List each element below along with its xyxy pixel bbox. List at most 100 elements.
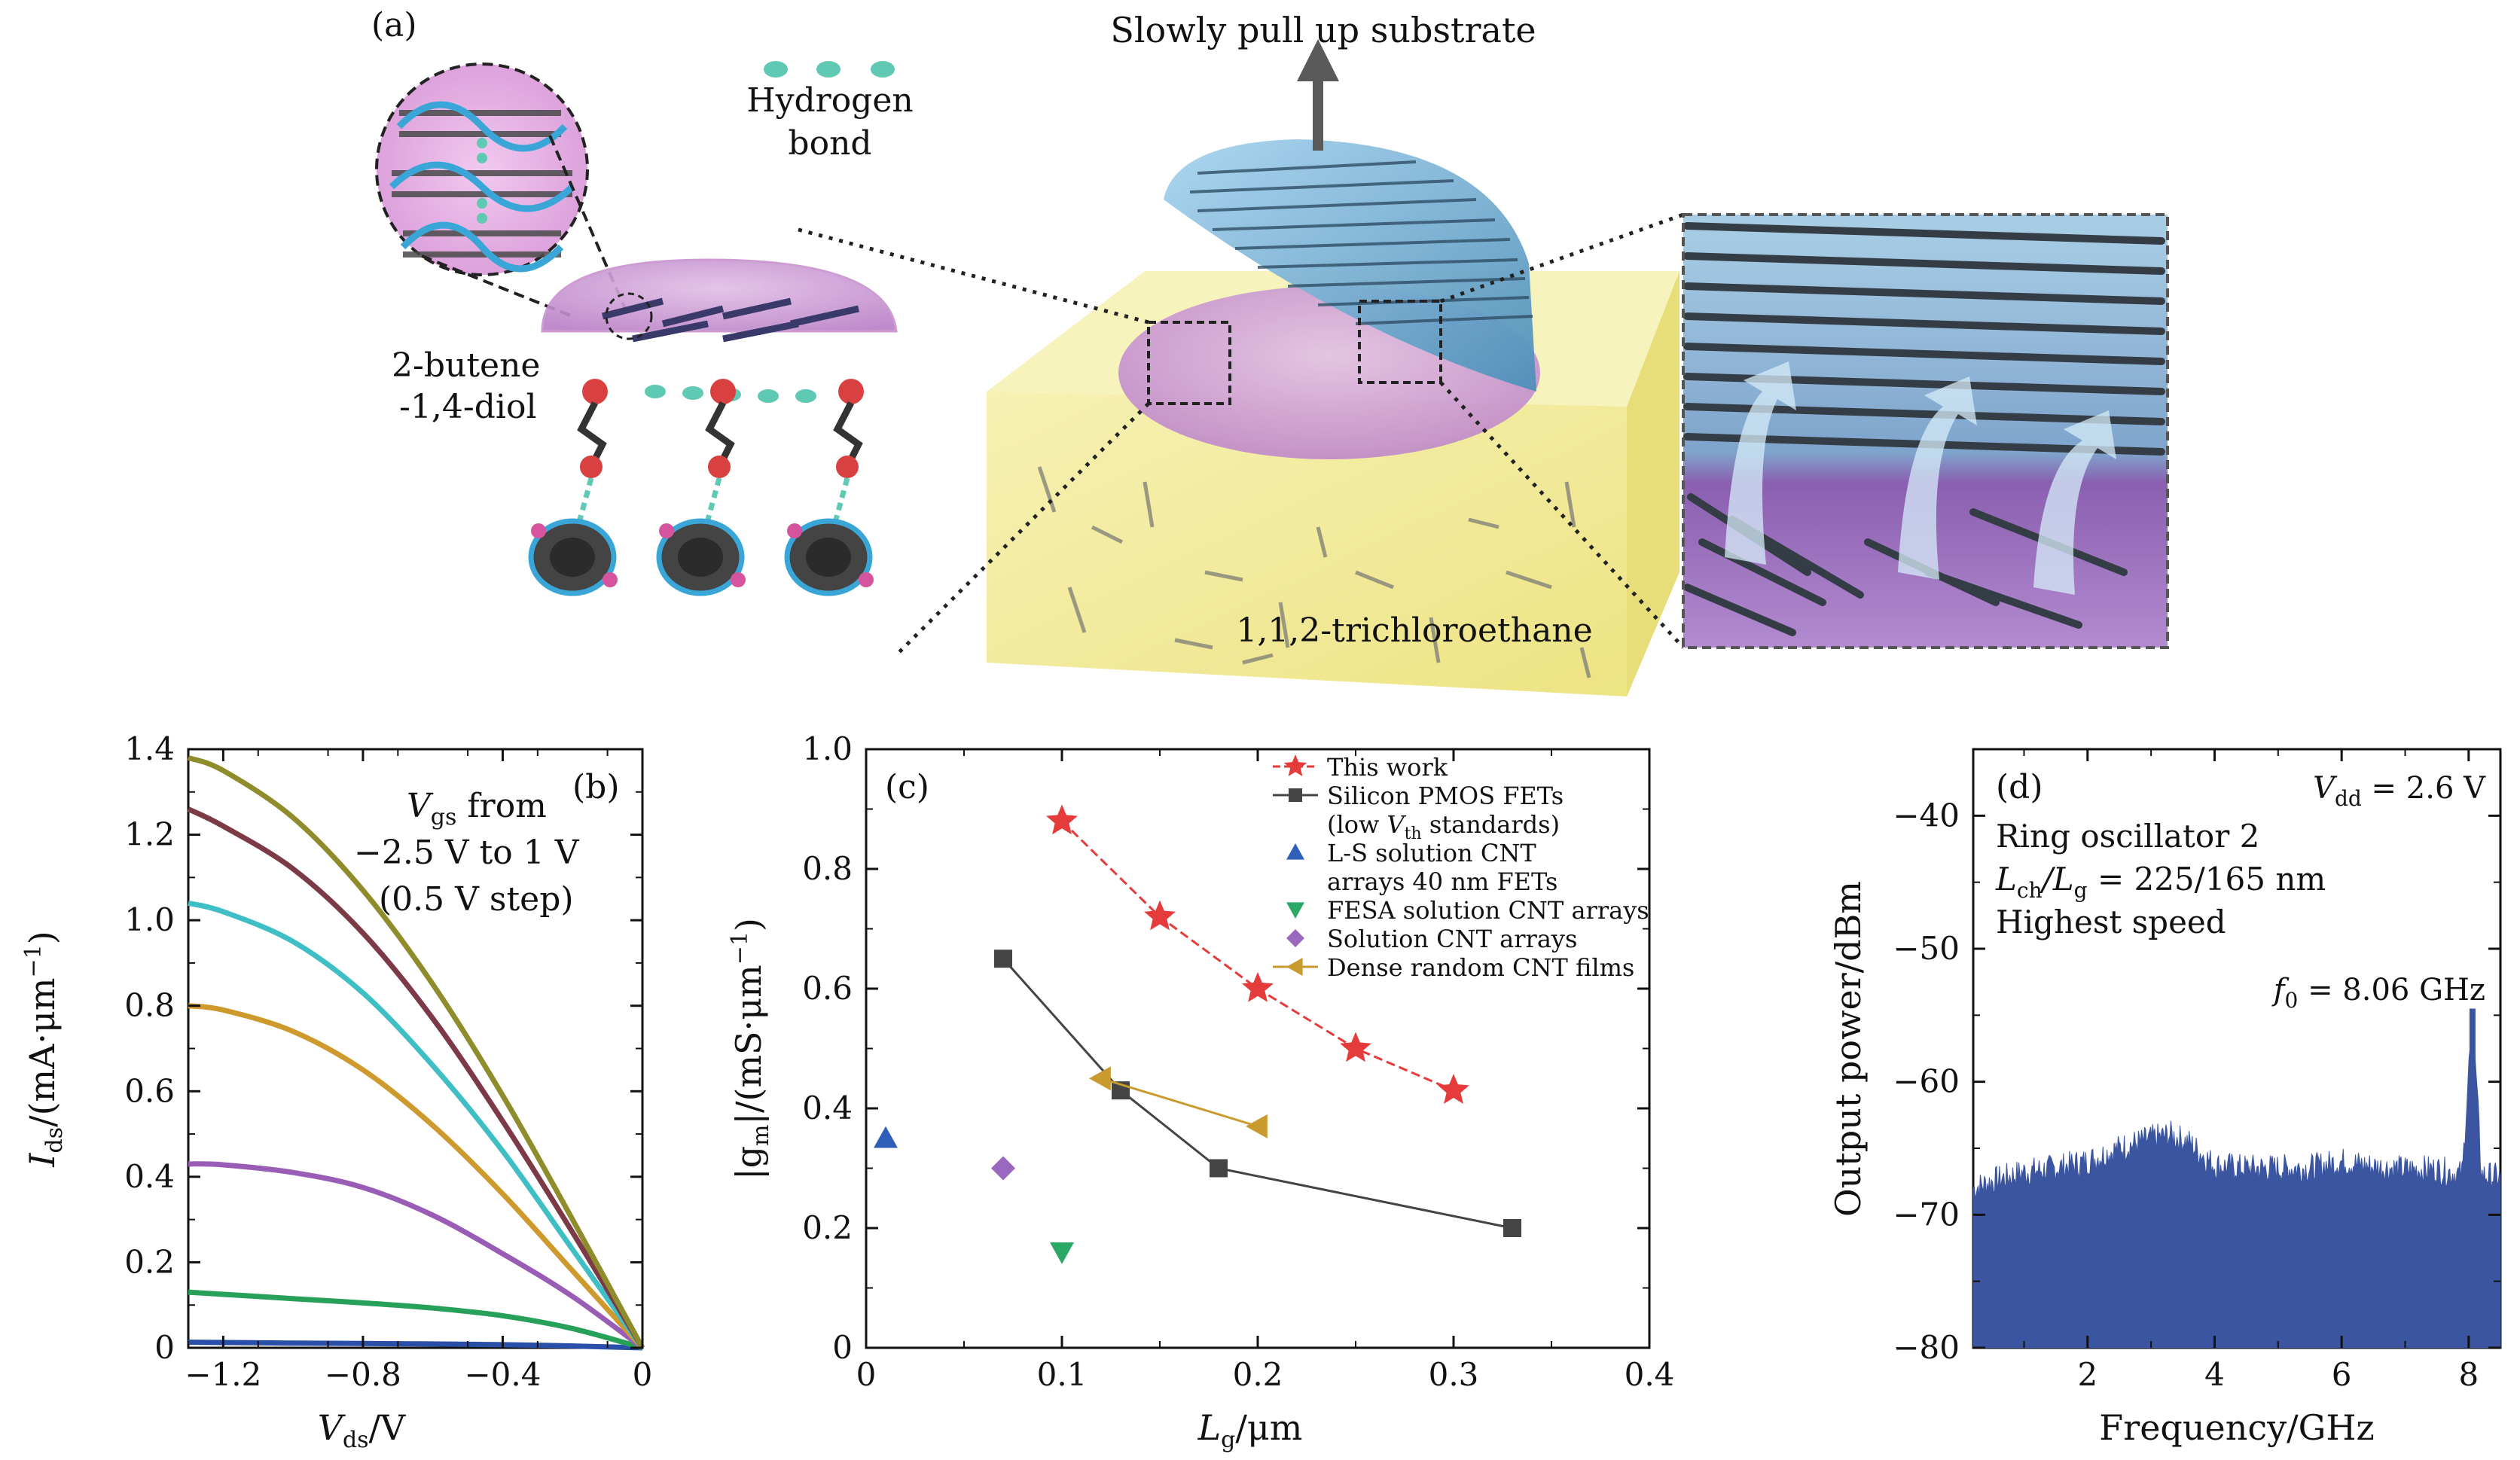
panel-b-iv-curve-6 [187, 806, 645, 1349]
panel-b-iv-curve-2 [188, 1289, 643, 1351]
panel-d-x-axis-label: Frequency/GHz [2099, 1407, 2374, 1448]
panel-d-y-tick-label: −60 [1893, 1063, 1960, 1100]
panel-c-point-star [1340, 1032, 1371, 1062]
legend-entry-label: FESA solution CNT arrays [1327, 896, 1649, 925]
panel-c-x-tick-label: 0.2 [1233, 1356, 1283, 1393]
molecular-zoom-circle [375, 62, 589, 276]
diol-molecules [528, 379, 874, 596]
panel-d-x-tick-label: 4 [2204, 1356, 2225, 1393]
panel-c-x-axis-label: Lg/μm [1197, 1407, 1303, 1453]
panel-d-y-tick-label: −80 [1893, 1329, 1960, 1366]
pull-label: Slowly pull up substrate [1110, 10, 1536, 50]
legend-entry-label-cont: arrays 40 nm FETs [1327, 867, 1557, 896]
panel-c-y-axis-label: |gm|/(mS·μm−1) [727, 918, 774, 1180]
panel-b-annotation-line3: (0.5 V step) [379, 880, 574, 919]
panel-a-illustration: (a) Hydrogen [371, 6, 2169, 696]
panel-d-y-tick-label: −40 [1893, 797, 1960, 834]
panel-d-annotation-line1: Ring oscillator 2 [1996, 818, 2259, 855]
panel-d-y-tick-label: −70 [1893, 1196, 1960, 1233]
panel-d-annotation-line3: Highest speed [1996, 904, 2226, 940]
panel-d-label: (d) [1996, 768, 2043, 806]
panel-b-y-tick-label: 1.2 [124, 816, 175, 853]
panel-c-series-line-2 [1002, 958, 1513, 1230]
panel-d-y-axis-label: Output power/dBm [1828, 881, 1869, 1217]
diol-label-2: -1,4-diol [399, 388, 537, 426]
hydrogen-bond-legend: Hydrogen bond [746, 61, 914, 163]
legend-marker [1289, 788, 1302, 802]
panel-c-point-diamond [991, 1156, 1015, 1181]
panel-c-point-star [1438, 1074, 1469, 1104]
panel-d-x-tick-label: 2 [2077, 1356, 2097, 1393]
legend-entry-label: This work [1327, 753, 1448, 782]
legend-entry-label-cont: (low Vth standards) [1327, 810, 1560, 843]
panel-b-iv-curve-5 [188, 901, 645, 1350]
panel-c-point-square [1503, 1219, 1521, 1237]
panel-b-annotation-line1: Vgs from [407, 787, 547, 831]
panel-c-point-square [994, 949, 1012, 968]
solvent-label: 1,1,2-trichloroethane [1236, 611, 1592, 650]
panel-b-label: (b) [572, 768, 620, 806]
panel-c-point-star [1242, 972, 1274, 1002]
panel-c-y-tick-label: 0.2 [802, 1209, 853, 1246]
panel-a-label: (a) [371, 6, 417, 44]
panel-c-series-line-6 [1100, 1077, 1258, 1128]
legend-entry-label: Dense random CNT films [1327, 953, 1634, 982]
droplet-meniscus [541, 258, 898, 343]
panel-c-y-tick-label: 0 [832, 1329, 853, 1366]
panel-d-y-tick-label: −50 [1893, 930, 1960, 967]
legend-entry-label: Solution CNT arrays [1327, 925, 1577, 953]
panel-b-y-tick-label: 1.0 [124, 901, 175, 938]
legend-marker [1286, 843, 1304, 860]
panel-b-x-axis-label: Vds/V [318, 1407, 406, 1453]
legend-marker [1286, 929, 1304, 947]
panel-c-x-tick-label: 0 [856, 1356, 877, 1393]
panel-b-x-tick-label: −0.4 [464, 1356, 541, 1393]
panel-c-point-square [1210, 1159, 1228, 1178]
panel-b-iv-curve-4 [188, 1003, 645, 1350]
panel-c-x-tick-label: 0.3 [1429, 1356, 1479, 1393]
panel-d-x-tick-label: 6 [2332, 1356, 2352, 1393]
legend-entry-label: Silicon PMOS FETs [1327, 782, 1564, 810]
panel-b-annotation-line2: −2.5 V to 1 V [354, 834, 580, 872]
panel-c-y-tick-label: 0.8 [802, 850, 853, 887]
bond-label: bond [788, 124, 871, 163]
bond-dots [645, 385, 816, 403]
legend-marker [1286, 958, 1303, 976]
panel-c-point-star [1046, 804, 1078, 835]
panel-d-chart: 2 4 6 8 −80 −70 −60 −50 −40 (d) Vdd = 2.6 V Ring… [1828, 748, 2502, 1448]
panel-b-y-tick-label: 0.8 [124, 987, 175, 1024]
panel-c-x-tick-label: 0.4 [1625, 1356, 1675, 1393]
legend-entry-label: L-S solution CNT [1327, 839, 1536, 867]
panel-c-point-triangle-left [1089, 1066, 1111, 1091]
panel-c-label: (c) [885, 768, 929, 806]
panel-b-y-tick-label: 0 [154, 1329, 175, 1366]
panel-c-y-tick-label: 0.6 [802, 970, 853, 1007]
panel-c-point-triangle-up [874, 1126, 898, 1148]
panel-c-chart: 0 0.1 0.2 0.3 0.4 0 0.2 0.4 0.6 0.8 1.0 (c) This w… [727, 730, 1674, 1453]
hydrogen-label: Hydrogen [746, 81, 913, 120]
panel-c-x-tick-label: 0.1 [1037, 1356, 1088, 1393]
panel-c-y-tick-label: 0.4 [802, 1090, 853, 1126]
panel-b-iv-curve-7 [187, 755, 645, 1349]
panel-c-point-triangle-down [1050, 1242, 1074, 1264]
panel-b-iv-curve-3 [188, 1161, 645, 1350]
panel-b-x-tick-label: 0 [633, 1356, 653, 1393]
panel-d-x-tick-label: 8 [2458, 1356, 2479, 1393]
alignment-zoom-panel [1682, 213, 2169, 649]
panel-b-y-axis-label: Ids/(mA·μm−1) [20, 931, 68, 1167]
panel-b-y-tick-label: 1.4 [124, 730, 175, 767]
panel-b-x-tick-label: −1.2 [185, 1356, 261, 1393]
panel-c-y-tick-label: 1.0 [802, 730, 853, 767]
panel-c-point-star [1144, 900, 1176, 931]
legend-marker [1283, 754, 1307, 776]
panel-c-point-triangle-left [1246, 1114, 1268, 1138]
panel-b-y-tick-label: 0.6 [124, 1072, 175, 1109]
panel-b-y-tick-label: 0.2 [124, 1243, 175, 1280]
panel-d-annotation-line2: Lch/Lg = 225/165 nm [1995, 861, 2326, 903]
panel-b-x-tick-label: −0.8 [325, 1356, 401, 1393]
panel-b-chart: −1.2 −0.8 −0.4 000.20.40.60.81.01.21.4 (b) … [20, 730, 652, 1453]
panel-d-vdd-annotation: Vdd = 2.6 V [2313, 771, 2486, 811]
panel-d-spectrum-area [1972, 1015, 2501, 1349]
panel-b-y-tick-label: 0.4 [124, 1158, 175, 1195]
